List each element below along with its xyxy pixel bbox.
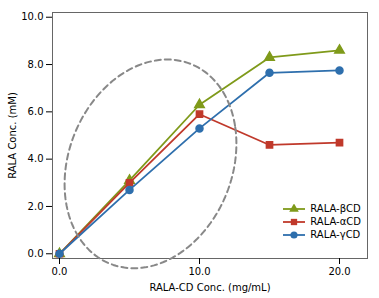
svg-text:8.0: 8.0 (28, 59, 44, 70)
svg-text:20.0: 20.0 (328, 266, 350, 277)
svg-text:0.0: 0.0 (52, 266, 68, 277)
html-text:RALA-αCD: RALA-αCD (310, 216, 361, 227)
svg-text:10.0: 10.0 (21, 11, 43, 22)
svg-text:6.0: 6.0 (28, 106, 44, 117)
svg-text:RALA Conc. (mM): RALA Conc. (mM) (7, 92, 18, 179)
svg-text:RALA-CD Conc. (mg/mL): RALA-CD Conc. (mg/mL) (149, 282, 270, 293)
svg-text:10.0: 10.0 (188, 266, 210, 277)
html-text:RALA-βCD: RALA-βCD (310, 203, 361, 214)
svg-text:4.0: 4.0 (28, 153, 44, 164)
html-text:RALA-γCD: RALA-γCD (310, 229, 361, 240)
svg-text:0.0: 0.0 (28, 248, 44, 259)
svg-text:2.0: 2.0 (28, 201, 44, 212)
